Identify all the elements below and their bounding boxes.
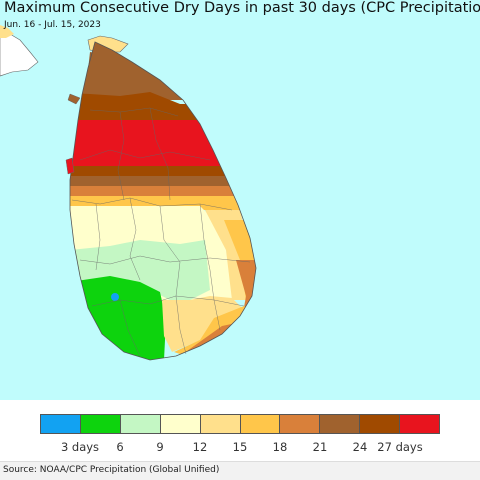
legend-tick-label: 15 [232, 440, 248, 454]
india-landmass [0, 29, 39, 77]
legend-labels: 3 days 6 9 12 15 18 21 24 27 days [40, 440, 440, 456]
footer: Source: NOAA/CPC Precipitation (Global U… [0, 461, 480, 480]
source-text: Source: NOAA/CPC Precipitation (Global U… [3, 465, 220, 475]
district-boundaries [71, 107, 251, 357]
legend-swatch-9 [360, 415, 401, 433]
legend-tick-label: 27 days [377, 440, 423, 454]
map-panel [0, 0, 480, 400]
sri-lanka-map [0, 0, 480, 400]
legend-swatch-8 [320, 415, 361, 433]
legend-tick-label: 24 [352, 440, 368, 454]
date-range: Jun. 16 - Jul. 15, 2023 [4, 20, 101, 30]
legend-tick-label: 3 days [60, 440, 100, 454]
legend-swatch-3 [120, 415, 161, 433]
legend-swatch-5 [200, 415, 241, 433]
india-tip [0, 25, 14, 38]
legend-tick-label: 12 [192, 440, 208, 454]
legend-swatch-2 [80, 415, 121, 433]
legend-tick-label: 9 [156, 440, 164, 454]
legend-swatch-6 [240, 415, 281, 433]
legend-swatch-7 [280, 415, 321, 433]
wet-spot [111, 293, 119, 301]
legend-swatch-10 [400, 415, 440, 433]
legend-tick-label: 18 [272, 440, 288, 454]
legend-swatch-4 [160, 415, 201, 433]
map-title: Maximum Consecutive Dry Days in past 30 … [4, 0, 480, 16]
legend-tick-label: 21 [312, 440, 328, 454]
legend-tick-label: 6 [116, 440, 124, 454]
legend-swatch-1 [41, 415, 81, 433]
color-legend [40, 414, 440, 434]
